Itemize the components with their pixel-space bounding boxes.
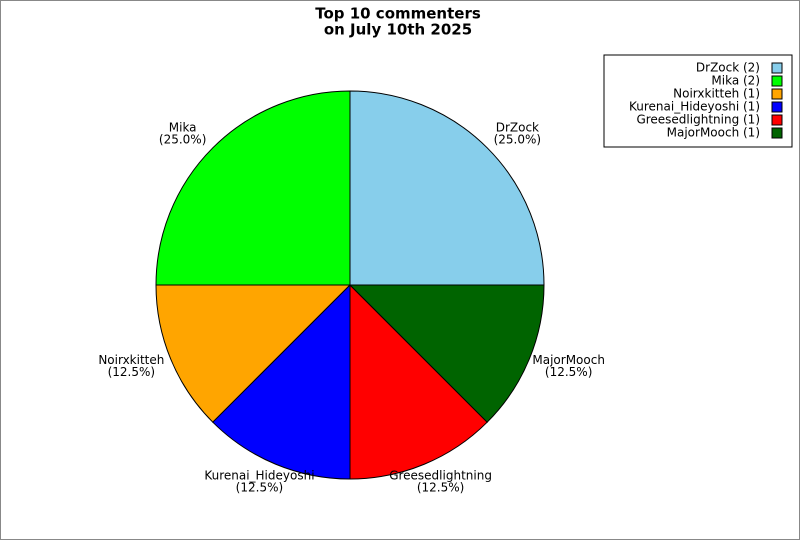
pie-slice — [349, 90, 545, 286]
legend-label: Mika (2) — [711, 74, 760, 88]
slice-value-label: (25.0%) — [494, 133, 541, 147]
slice-value-label: (12.5%) — [417, 481, 464, 495]
legend-label: Kurenai_Hideyoshi (1) — [629, 100, 760, 114]
legend-swatch — [771, 88, 783, 100]
legend-swatch — [771, 75, 783, 87]
slice-value-label: (25.0%) — [159, 133, 206, 147]
slice-label: Greesedlightning — [389, 469, 492, 483]
chart-title: on July 10th 2025 — [324, 21, 472, 39]
legend-swatch — [771, 101, 783, 113]
slice-label: MajorMooch — [532, 353, 605, 367]
slice-label: Mika — [169, 121, 197, 135]
pie-slice — [155, 284, 352, 423]
pie-slice — [212, 283, 351, 480]
legend-swatch — [771, 114, 783, 126]
slice-label: DrZock — [496, 121, 539, 135]
chart-title: Top 10 commenters — [315, 5, 481, 23]
slice-value-label: (12.5%) — [545, 365, 592, 379]
legend-swatch — [771, 127, 783, 139]
legend-label: MajorMooch (1) — [667, 126, 760, 140]
legend-label: DrZock (2) — [696, 61, 760, 75]
legend-box — [603, 54, 793, 148]
legend-swatch — [771, 62, 783, 74]
legend-label: Noirxkitteh (1) — [673, 87, 760, 101]
pie-slice — [348, 284, 545, 423]
slice-label: Noirxkitteh — [98, 353, 164, 367]
slice-value-label: (12.5%) — [236, 481, 283, 495]
slice-label: Kurenai_Hideyoshi — [204, 469, 314, 483]
pie-slice — [155, 90, 351, 286]
legend-label: Greesedlightning (1) — [636, 113, 760, 127]
pie-slice — [349, 283, 488, 480]
slice-value-label: (12.5%) — [108, 365, 155, 379]
